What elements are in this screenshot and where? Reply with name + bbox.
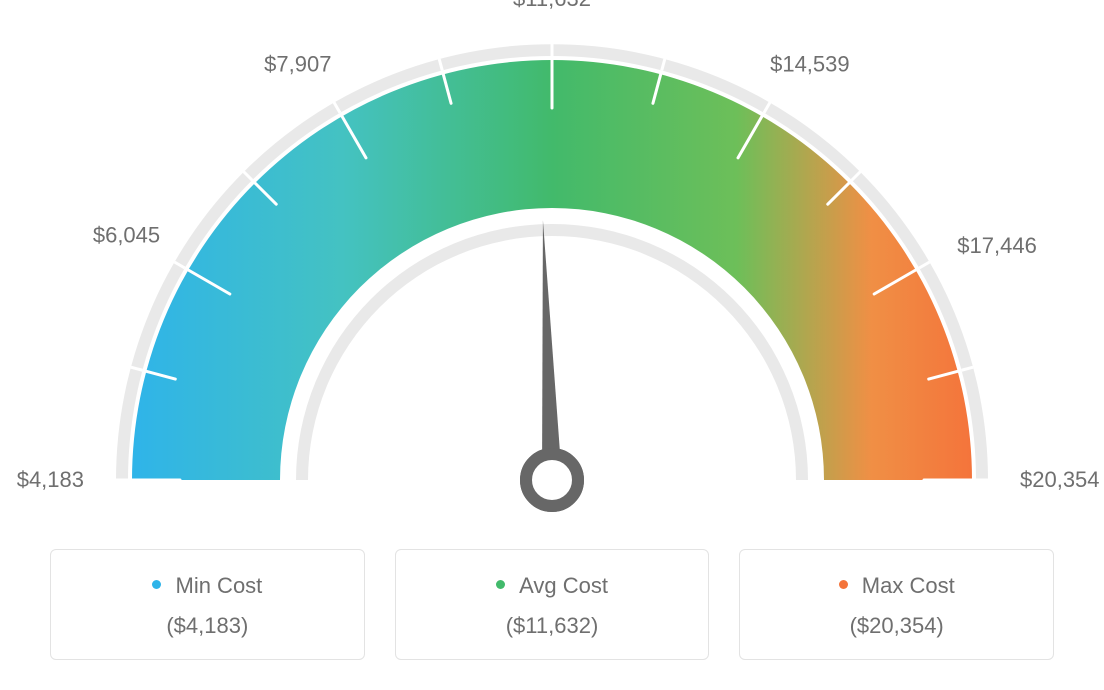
legend-value-avg: ($11,632) <box>406 613 699 639</box>
bullet-min-icon <box>152 580 161 589</box>
legend-value-min: ($4,183) <box>61 613 354 639</box>
gauge-svg <box>0 0 1104 520</box>
scale-label: $11,632 <box>513 0 591 12</box>
scale-label: $4,183 <box>17 467 84 493</box>
legend-card-max: Max Cost ($20,354) <box>739 549 1054 660</box>
legend-title-avg: Avg Cost <box>406 572 699 599</box>
scale-label: $17,446 <box>957 233 1037 259</box>
bullet-max-icon <box>839 580 848 589</box>
legend-title-max: Max Cost <box>750 572 1043 599</box>
scale-label: $14,539 <box>770 51 850 77</box>
legend-title-text-max: Max Cost <box>862 573 955 598</box>
scale-label: $6,045 <box>93 223 160 249</box>
legend-row: Min Cost ($4,183) Avg Cost ($11,632) Max… <box>50 549 1054 660</box>
legend-card-min: Min Cost ($4,183) <box>50 549 365 660</box>
legend-title-text-min: Min Cost <box>176 573 263 598</box>
gauge-area: $4,183 $6,045 $7,907 $11,632 $14,539 $17,446 $… <box>0 0 1104 520</box>
legend-title-min: Min Cost <box>61 572 354 599</box>
scale-label: $20,354 <box>1020 467 1100 493</box>
legend-title-text-avg: Avg Cost <box>519 573 608 598</box>
legend-card-avg: Avg Cost ($11,632) <box>395 549 710 660</box>
bullet-avg-icon <box>496 580 505 589</box>
scale-label: $7,907 <box>264 51 331 77</box>
cost-gauge-chart: $4,183 $6,045 $7,907 $11,632 $14,539 $17,446 $… <box>0 0 1104 690</box>
legend-value-max: ($20,354) <box>750 613 1043 639</box>
